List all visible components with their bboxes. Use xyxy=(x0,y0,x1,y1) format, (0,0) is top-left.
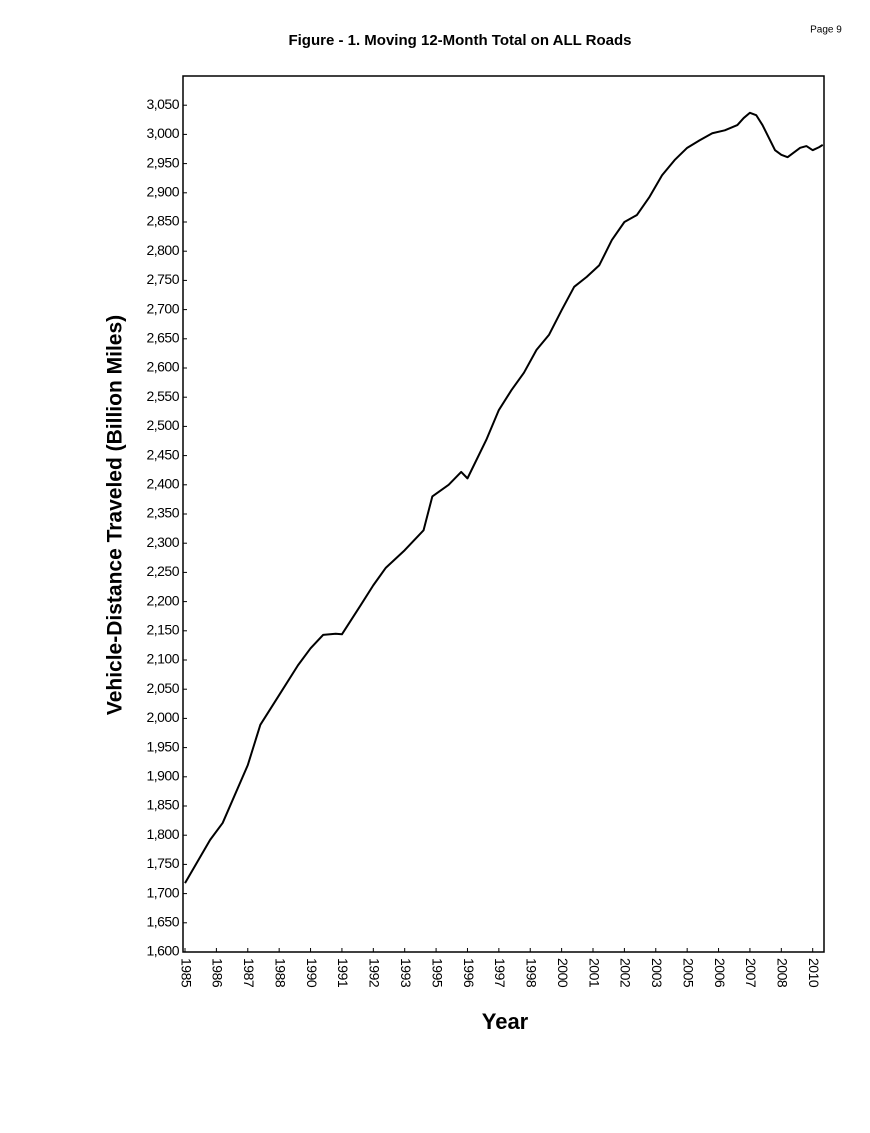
y-tick-label: 3,000 xyxy=(146,125,179,141)
x-tick-label: 1988 xyxy=(272,958,288,988)
y-tick-label: 1,750 xyxy=(146,855,179,871)
plot-frame xyxy=(182,75,825,953)
x-tick-label: 2003 xyxy=(649,958,665,988)
x-axis-label: Year xyxy=(482,1009,529,1034)
y-tick-label: 2,500 xyxy=(146,417,179,433)
x-tick-label: 1986 xyxy=(210,958,226,988)
y-tick-label: 2,700 xyxy=(146,300,179,316)
y-tick-label: 1,700 xyxy=(146,884,179,900)
y-tick-label: 2,300 xyxy=(146,534,179,550)
x-tick-label: 1998 xyxy=(524,958,540,988)
x-tick-label: 1991 xyxy=(335,958,351,988)
y-tick-label: 2,950 xyxy=(146,154,179,170)
x-tick-label: 1993 xyxy=(398,958,414,988)
y-tick-label: 1,800 xyxy=(146,826,179,842)
y-tick-label: 2,450 xyxy=(146,446,179,462)
y-tick-label: 2,400 xyxy=(146,476,179,492)
y-tick-label: 2,150 xyxy=(146,622,179,638)
page-number: Page 9 xyxy=(810,25,842,36)
x-tick-label: 2001 xyxy=(586,958,602,988)
y-tick-label: 2,650 xyxy=(146,330,179,346)
x-tick-label: 1990 xyxy=(304,958,320,988)
x-tick-label: 2000 xyxy=(555,958,571,988)
x-tick-label: 1997 xyxy=(492,958,508,988)
x-tick-label: 1985 xyxy=(178,958,194,988)
x-tick-label: 1996 xyxy=(461,958,477,988)
y-tick-label: 2,850 xyxy=(146,213,179,229)
x-tick-label: 2010 xyxy=(806,958,822,988)
y-tick-label: 2,050 xyxy=(146,680,179,696)
y-tick-label: 2,100 xyxy=(146,651,179,667)
x-tick-label: 2002 xyxy=(618,958,634,988)
y-tick-label: 2,900 xyxy=(146,184,179,200)
x-tick-label: 1987 xyxy=(241,958,257,988)
x-tick-label: 1995 xyxy=(429,958,445,988)
y-tick-label: 1,950 xyxy=(146,738,179,754)
y-tick-label: 3,050 xyxy=(146,96,179,112)
x-tick-label: 2007 xyxy=(743,958,759,988)
y-tick-label: 1,900 xyxy=(146,768,179,784)
chart-title: Figure - 1. Moving 12-Month Total on ALL… xyxy=(288,32,631,49)
y-tick-label: 2,600 xyxy=(146,359,179,375)
x-tick-label: 2006 xyxy=(712,958,728,988)
data-line xyxy=(184,111,824,884)
y-tick-label: 2,750 xyxy=(146,271,179,287)
y-axis-label: Vehicle-Distance Traveled (Billion Miles… xyxy=(104,315,127,715)
y-tick-label: 1,600 xyxy=(146,943,179,959)
y-tick-label: 2,800 xyxy=(146,242,179,258)
x-tick-label: 1992 xyxy=(367,958,383,988)
y-tick-label: 2,250 xyxy=(146,563,179,579)
y-tick-label: 2,000 xyxy=(146,709,179,725)
y-tick-label: 2,350 xyxy=(146,505,179,521)
x-tick-label: 2008 xyxy=(775,958,791,988)
x-tick-label: 2005 xyxy=(680,958,696,988)
y-tick-label: 1,650 xyxy=(146,914,179,930)
y-tick-label: 1,850 xyxy=(146,797,179,813)
y-tick-label: 2,200 xyxy=(146,592,179,608)
y-tick-label: 2,550 xyxy=(146,388,179,404)
